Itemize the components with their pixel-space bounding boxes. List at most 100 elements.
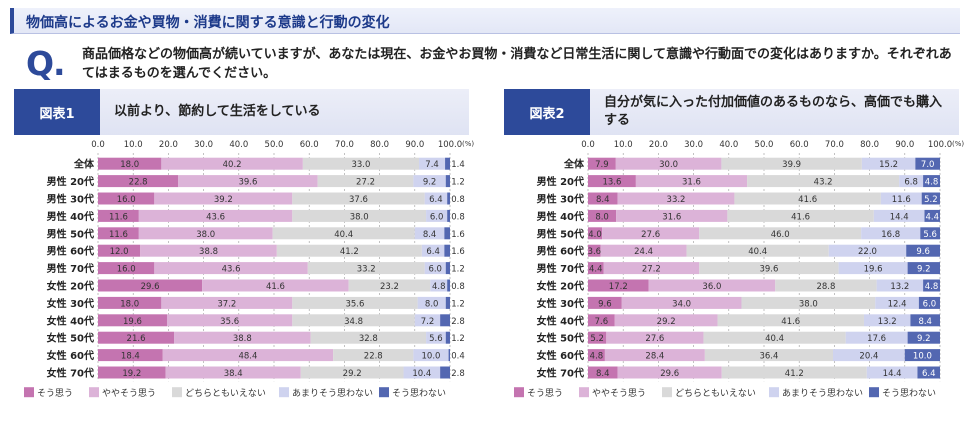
chart-2-bar-segment [588,331,607,344]
chart-2-data-label: 7.6 [595,317,609,327]
chart-1-bar-segment [426,209,448,222]
chart-2-data-label: 19.6 [864,265,883,275]
question-text: 商品価格などの物価高が続いていますが、あなたは現在、お金やお買物・消費など日常生… [82,47,952,81]
chart-1-category-label: 女性 70代 [47,367,94,380]
chart-1-bar-segment [445,331,450,344]
chart-2-bar-segment [588,244,601,257]
chart-2-data-label: 14.4 [883,369,902,379]
chart-1-bar-segment [276,244,422,257]
chart-2-bar-segment [721,157,862,170]
chart-2-bar-segment [899,175,924,188]
chart-2-bar-segment [604,349,705,362]
chart-1-bar-segment [421,244,445,257]
chart-2-legend-label: あまりそう思わない [782,388,863,399]
chart-1-data-label: 18.0 [120,299,139,309]
chart-2-bar-segment [747,175,900,188]
chart-2-legend-label: どちらともいえない [675,388,756,399]
chart-2-data-label: 6.4 [922,369,936,379]
chart-1-bar-segment [161,296,293,309]
chart-1-data-label: 38.0 [196,230,215,240]
chart-2-x-tick-label: 40.0 [719,140,738,150]
chart-2-category-label: 女性 70代 [537,367,584,380]
chart-2-data-label: 6.8 [904,178,918,188]
chart-2-bar-segment [838,262,908,275]
chart-1-legend-label: ややそう思う [102,388,156,399]
chart-2-bar-segment [921,192,940,205]
chart-1-bar-segment [348,279,431,292]
chart-2-data-label: 5.2 [924,195,938,205]
chart-1-bar-segment [174,331,311,344]
chart-2-data-label: 9.6 [916,247,930,257]
chart-1-data-label: 7.2 [421,317,435,327]
chart-1-data-label: 33.0 [351,160,370,170]
chart-2-x-tick-label: 60.0 [790,140,809,150]
chart-2-data-label: 12.4 [888,299,907,309]
chart-1-data-label: 0.8 [451,195,465,205]
chart-2-category-label: 女性 20代 [537,280,584,293]
chart-2-data-label: 28.4 [645,352,664,362]
chart-2-category-label: 男性 40代 [537,210,584,223]
chart-1-bar-segment [98,279,203,292]
chart-1-bar-segment [413,175,446,188]
chart-2-data-label: 39.9 [782,160,801,170]
chart-2-legend-swatch [662,387,672,398]
chart-1-bar-segment [292,296,418,309]
chart-1-bar-segment [166,314,293,327]
chart-2-data-label: 15.2 [879,160,898,170]
chart-1-bar-segment [202,279,349,292]
chart-2-bar-segment [866,366,918,379]
chart-2-data-label: 8.4 [596,195,610,205]
chart-1-data-label: 1.6 [451,247,465,257]
chart-2-bar-segment [648,279,776,292]
chart-1-data-label: 39.2 [214,195,233,205]
chart-2-category-label: 男性 50代 [537,227,584,240]
chart-2-data-label: 28.8 [816,282,835,292]
chart-1-x-tick-label: 30.0 [194,140,213,150]
chart-1-bar-segment [98,262,155,275]
chart-panel-2: 図表2 自分が気に入った付加価値のあるものなら、高価でも購入する 0.0 10.0… [504,89,964,427]
chart-2-data-label: 27.6 [645,334,664,344]
chart-1-x-tick-label: 90.0 [405,140,424,150]
chart-1-data-label: 40.2 [223,160,242,170]
chart-1-bar-segment [138,209,293,222]
chart-2-data-label: 4.4 [589,265,603,275]
chart-1-bar-segment [98,192,155,205]
chart-1-data-label: 10.4 [412,369,431,379]
chart-1-bar-segment [448,349,450,362]
chart-1-category-label: 女性 30代 [47,297,94,310]
chart-1-legend-swatch [279,387,289,398]
chart-1-bar-segment [154,262,308,275]
chart-1-bar-segment [414,314,441,327]
chart-2-data-label: 46.0 [771,230,790,240]
chart-1-data-label: 37.2 [217,299,236,309]
page-title: 物価高によるお金や買物・消費に関する意識と行動の変化 [26,15,390,31]
title-bar: 物価高によるお金や買物・消費に関する意識と行動の変化 [10,8,960,34]
chart-2-bar-segment [588,209,617,222]
chart-2-bar-segment [602,227,700,240]
chart-2-data-label: 8.4 [596,369,610,379]
chart-2-data-label: 17.2 [609,282,628,292]
chart-1-bar-segment [98,157,162,170]
chart-2-bar-segment [861,227,921,240]
chart-2-data-label: 20.4 [859,352,878,362]
chart-1-category-label: 男性 70代 [47,262,94,275]
chart-panel-1: 図表1 以前より、節約して生活をしている 0.0 10.0 20.0 30.0 40.0… [14,89,474,427]
chart-1-data-label: 16.0 [117,195,136,205]
chart-2-data-label: 13.2 [890,282,909,292]
chart-2-data-label: 6.0 [923,299,937,309]
chart-2-bar-segment [832,349,905,362]
chart-2-data-label: 14.4 [890,212,909,222]
chart-1-data-label: 38.4 [224,369,243,379]
chart-1-data-label: 7.4 [425,160,439,170]
chart-1-legend-swatch [89,387,99,398]
chart-1-data-label: 43.6 [222,265,241,275]
chart-1-bar-segment [98,244,141,257]
chart-1-x-tick-label: 50.0 [265,140,284,150]
chart-1-data-label: 10.0 [422,352,441,362]
chart-2-bar-segment [875,296,919,309]
chart-1-bar-segment [424,192,448,205]
chart-2-data-label: 5.2 [590,334,604,344]
chart-1-legend-label: あまりそう思わない [292,388,373,399]
chart-1-legend-label: そう思う [37,388,73,399]
chart-2-bar-segment [704,349,833,362]
